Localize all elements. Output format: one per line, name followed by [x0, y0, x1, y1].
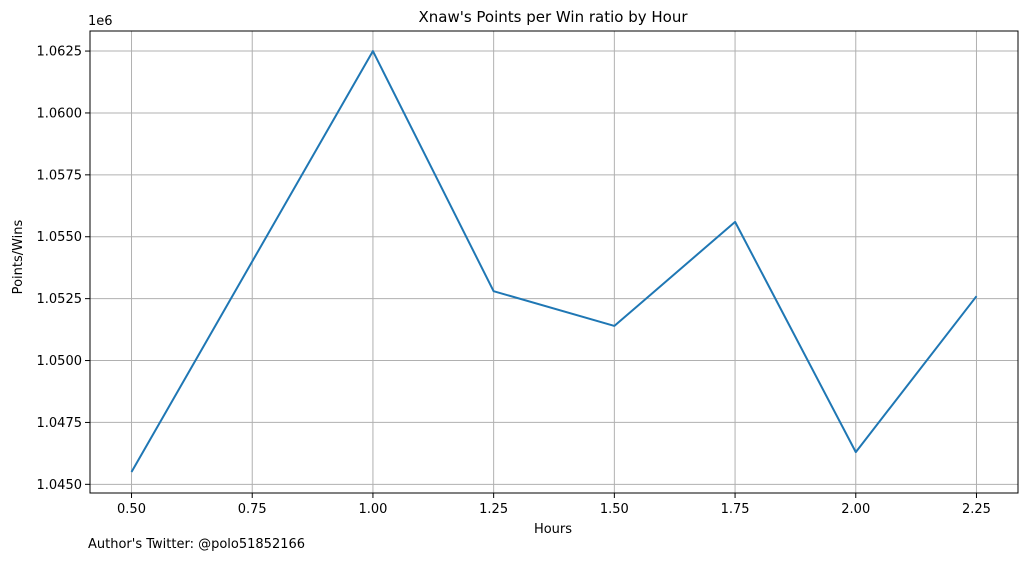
x-tick-label: 1.50	[600, 502, 629, 517]
x-axis-label: Hours	[534, 522, 572, 537]
author-twitter-note: Author's Twitter: @polo51852166	[88, 537, 306, 552]
x-tick-label: 2.25	[962, 502, 991, 517]
y-axis-label: Points/Wins	[11, 219, 26, 294]
y-tick-label: 1.0625	[37, 45, 83, 60]
y-tick-label: 1.0525	[37, 292, 83, 307]
series-layer	[130, 50, 978, 473]
x-tick-label: 1.25	[479, 502, 508, 517]
y-tick-label: 1.0450	[37, 478, 83, 493]
y-tick-label: 1.0500	[37, 354, 83, 369]
y-tick-label: 1.0575	[37, 168, 83, 183]
y-tick-label: 1.0550	[37, 230, 83, 245]
x-tick-label: 2.00	[841, 502, 870, 517]
x-tick-label: 0.75	[238, 502, 267, 517]
y-tick-label: 1.0475	[37, 416, 83, 431]
x-tick-label: 0.50	[117, 502, 146, 517]
chart-title: Xnaw's Points per Win ratio by Hour	[418, 8, 688, 26]
grid	[90, 31, 1018, 493]
x-tick-label: 1.00	[358, 502, 387, 517]
x-tick-label: 1.75	[721, 502, 750, 517]
y-offset-label: 1e6	[88, 14, 113, 29]
y-axis: 1.0450 1.0475 1.0500 1.0525 1.0550 1.0575 1.06…	[37, 45, 90, 493]
plot-frame	[89, 30, 1019, 494]
y-tick-label: 1.0600	[37, 106, 83, 121]
x-axis: 0.50 0.75 1.00 1.25 1.50 1.75 2.00 2.25	[117, 493, 991, 517]
series-line	[130, 50, 978, 473]
